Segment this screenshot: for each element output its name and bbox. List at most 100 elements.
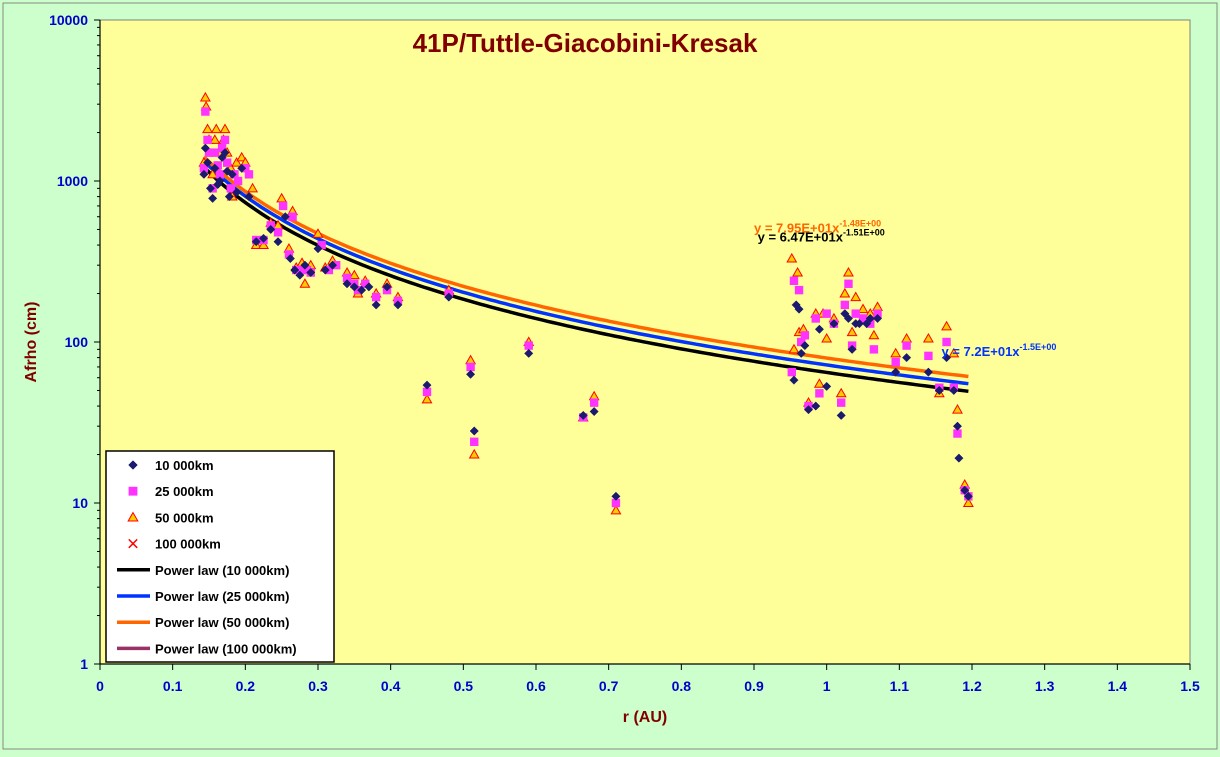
data-point-50k [209, 134, 221, 144]
x-tick-label: 0.4 [381, 678, 401, 694]
data-point-10k [200, 143, 210, 153]
data-point-50k [835, 387, 847, 398]
data-point-25k [213, 161, 222, 170]
data-point-10k [327, 260, 338, 270]
x-tick-label: 0.3 [308, 678, 328, 694]
data-point-10k [789, 375, 799, 385]
data-point-25k [891, 357, 900, 367]
data-point-50k [846, 326, 858, 337]
data-point-10k [251, 237, 261, 247]
data-point-10k [273, 237, 283, 247]
data-point-25k [233, 176, 243, 186]
data-point-25k [317, 240, 326, 250]
data-point-10k [822, 381, 832, 391]
data-point-10k [872, 313, 883, 324]
legend-label: 25 000km [155, 484, 214, 499]
x-tick-label: 0.2 [236, 678, 256, 694]
data-point-10k [393, 300, 403, 310]
fit-line [202, 165, 969, 394]
data-point-10k [803, 405, 814, 415]
data-point-10k [306, 267, 316, 278]
x-axis-label: r (AU) [623, 709, 667, 726]
equation-base: y = 7.95E+01x [754, 220, 840, 235]
y-axis-label: Afrho (cm) [23, 302, 40, 383]
data-point-10k [220, 148, 230, 158]
x-tick-label: 0.1 [163, 678, 183, 694]
data-point-10k [382, 282, 392, 292]
x-tick-label: 0.8 [672, 678, 692, 694]
data-point-10k [836, 410, 846, 420]
data-points [198, 91, 974, 515]
data-point-10k [796, 348, 806, 358]
data-point-10k [232, 187, 242, 197]
data-point-25k [953, 429, 962, 438]
data-point-50k [247, 182, 259, 193]
data-point-25k [797, 337, 806, 347]
data-point-10k [847, 344, 857, 354]
data-point-50k [231, 157, 243, 167]
x-tick-label: 0.6 [526, 678, 546, 694]
fit-equation-eq-10k: y = 6.47E+01x-1.51E+00 [758, 228, 885, 245]
data-point-10k [444, 292, 454, 302]
data-point-25k [794, 285, 804, 295]
data-point-10k [963, 491, 973, 501]
data-point-10k [244, 192, 254, 202]
data-point-10k [320, 265, 330, 275]
data-point-25k [342, 273, 352, 283]
x-tick-label: 1.4 [1108, 678, 1128, 694]
data-point-10k [923, 367, 933, 377]
data-point-10k [342, 279, 352, 289]
data-point-10k [524, 348, 534, 358]
data-point-25k [215, 170, 225, 179]
data-point-10k [843, 313, 854, 324]
data-point-25k [851, 309, 860, 318]
data-point-10k [934, 385, 944, 396]
data-point-50k [850, 291, 862, 302]
data-point-50k [792, 266, 804, 277]
data-point-50k [610, 504, 622, 515]
data-point-10k [199, 169, 209, 179]
x-tick-label: 0.5 [454, 678, 474, 694]
data-point-25k [204, 148, 214, 157]
data-point-25k [128, 486, 138, 496]
data-point-25k [611, 498, 621, 508]
data-point-50k [952, 404, 963, 414]
data-point-50k [299, 278, 311, 288]
fit-lines [202, 155, 969, 394]
data-point-10k [422, 380, 432, 390]
data-point-50k [236, 151, 248, 162]
data-point-100k [128, 538, 138, 549]
data-point-10k [814, 324, 824, 334]
data-point-10k [208, 193, 218, 203]
y-tick-label: 10 [72, 495, 88, 511]
legend-label: Power law (100 000km) [155, 641, 297, 656]
data-point-50k [813, 378, 825, 388]
data-point-25k [422, 387, 432, 397]
fit-equation-eq-50k: y = 7.95E+01x-1.48E+00 [754, 218, 881, 235]
data-point-10k [210, 163, 220, 173]
data-point-50k [839, 287, 851, 298]
fit-equation-eq-25k: y = 7.2E+01x-1.5E+00 [941, 342, 1056, 359]
data-point-10k [794, 304, 804, 314]
data-point-25k [361, 279, 370, 288]
fit-line [202, 155, 969, 379]
data-point-10k [578, 410, 588, 420]
data-point-10k [266, 224, 276, 235]
data-point-25k [222, 158, 232, 167]
data-point-25k [837, 398, 846, 407]
y-tick-label: 100 [65, 334, 89, 350]
x-tick-label: 1 [823, 678, 831, 694]
legend: 10 000km 25 000km 50 000km 100 000km Power l… [105, 450, 335, 663]
data-point-50k [788, 343, 800, 354]
data-point-10k [215, 176, 225, 186]
x-tick-label: 0.7 [599, 678, 619, 694]
data-point-25k [466, 362, 475, 372]
data-point-10k [290, 265, 300, 275]
equation-exponent: -1.48E+00 [839, 218, 881, 228]
legend-label: Power law (25 000km) [155, 589, 289, 604]
y-tick-label: 1 [80, 656, 88, 672]
data-point-50k [127, 511, 139, 522]
data-point-10k [237, 163, 247, 173]
data-point-50k [843, 266, 854, 277]
